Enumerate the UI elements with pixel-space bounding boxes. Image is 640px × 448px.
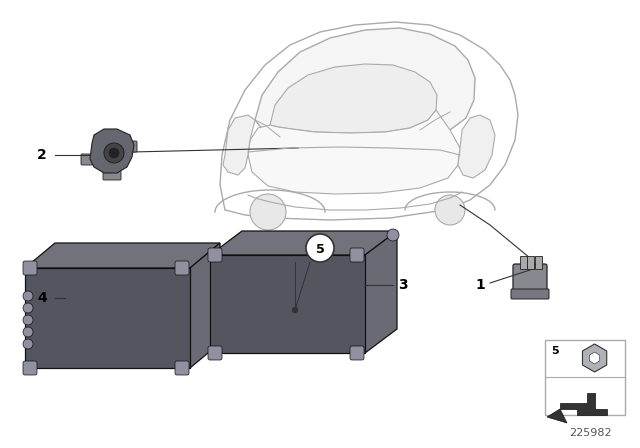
Polygon shape: [255, 28, 475, 144]
Polygon shape: [223, 115, 255, 175]
Polygon shape: [25, 268, 190, 368]
FancyBboxPatch shape: [534, 255, 541, 268]
Text: 4: 4: [37, 291, 47, 305]
Circle shape: [435, 195, 465, 225]
Polygon shape: [220, 22, 518, 220]
Text: 5: 5: [551, 346, 559, 356]
Circle shape: [23, 303, 33, 313]
FancyBboxPatch shape: [511, 289, 549, 299]
FancyBboxPatch shape: [208, 248, 222, 262]
FancyBboxPatch shape: [175, 361, 189, 375]
Text: 3: 3: [398, 278, 408, 292]
Circle shape: [306, 234, 334, 262]
Polygon shape: [210, 255, 365, 353]
Polygon shape: [582, 344, 607, 372]
Circle shape: [23, 339, 33, 349]
Text: 2: 2: [37, 148, 47, 162]
Text: 5: 5: [316, 242, 324, 255]
Circle shape: [109, 148, 119, 158]
FancyBboxPatch shape: [350, 346, 364, 360]
Circle shape: [292, 307, 298, 313]
FancyBboxPatch shape: [513, 264, 547, 293]
FancyBboxPatch shape: [527, 255, 534, 268]
Polygon shape: [248, 110, 460, 194]
Text: 225982: 225982: [569, 428, 611, 438]
Circle shape: [104, 143, 124, 163]
FancyBboxPatch shape: [545, 340, 625, 415]
Polygon shape: [589, 352, 600, 364]
Circle shape: [23, 315, 33, 325]
FancyBboxPatch shape: [81, 154, 93, 165]
Circle shape: [23, 291, 33, 301]
FancyBboxPatch shape: [23, 261, 37, 275]
FancyBboxPatch shape: [175, 261, 189, 275]
Polygon shape: [458, 115, 495, 178]
Circle shape: [23, 327, 33, 337]
Polygon shape: [210, 231, 397, 255]
FancyBboxPatch shape: [125, 141, 137, 152]
FancyBboxPatch shape: [103, 170, 121, 180]
Circle shape: [250, 194, 286, 230]
Polygon shape: [270, 64, 437, 133]
Polygon shape: [560, 393, 607, 415]
Polygon shape: [25, 243, 220, 268]
FancyBboxPatch shape: [208, 346, 222, 360]
Polygon shape: [90, 129, 134, 173]
FancyBboxPatch shape: [23, 361, 37, 375]
FancyBboxPatch shape: [350, 248, 364, 262]
Polygon shape: [365, 231, 397, 353]
Polygon shape: [190, 243, 220, 368]
Circle shape: [387, 229, 399, 241]
Polygon shape: [547, 409, 567, 423]
Text: 1: 1: [476, 278, 485, 292]
FancyBboxPatch shape: [520, 255, 527, 268]
